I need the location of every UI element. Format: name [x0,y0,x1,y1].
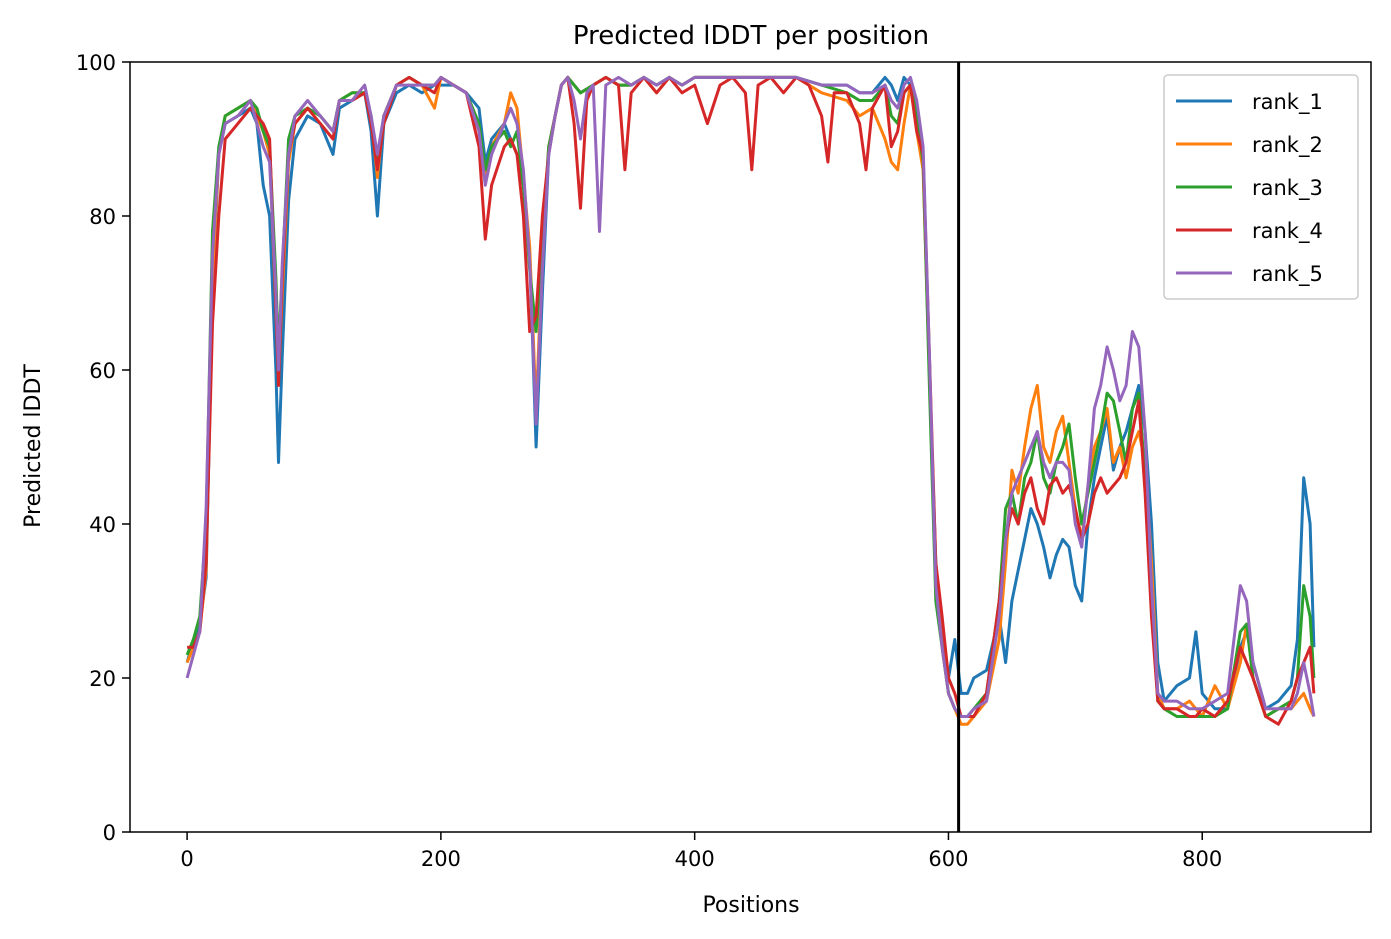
axes: 0 200 400 600 800 0 20 40 60 80 100 [76,51,1372,871]
y-axis-label: Predicted lDDT [21,364,46,528]
x-axis-label: Positions [702,893,799,918]
plot-frame [129,61,1372,833]
y-tick-label: 40 [89,513,116,537]
legend: rank_1 rank_2 rank_3 rank_4 rank_5 [1163,74,1359,300]
x-tick-label: 200 [421,847,461,871]
y-tick-label: 80 [89,205,116,229]
y-tick-label: 100 [76,51,116,75]
chart-title: Predicted lDDT per position [573,21,929,51]
x-tick-label: 400 [675,847,715,871]
legend-label-rank_2: rank_2 [1252,133,1323,158]
legend-label-rank_5: rank_5 [1252,262,1323,287]
legend-box [1163,74,1359,300]
series-line-rank_3 [185,75,1316,718]
series-line-rank_4 [187,75,1316,726]
plot-area [185,62,1316,832]
series-line-rank_5 [185,75,1316,718]
x-tick-label: 800 [1182,847,1222,871]
y-tick-label: 60 [89,359,116,383]
x-tick-label: 600 [928,847,968,871]
legend-label-rank_3: rank_3 [1252,176,1323,201]
legend-label-rank_1: rank_1 [1252,90,1323,115]
y-tick-label: 20 [89,667,116,691]
y-tick-label: 0 [103,821,116,845]
legend-label-rank_4: rank_4 [1252,219,1323,244]
x-tick-label: 0 [180,847,193,871]
